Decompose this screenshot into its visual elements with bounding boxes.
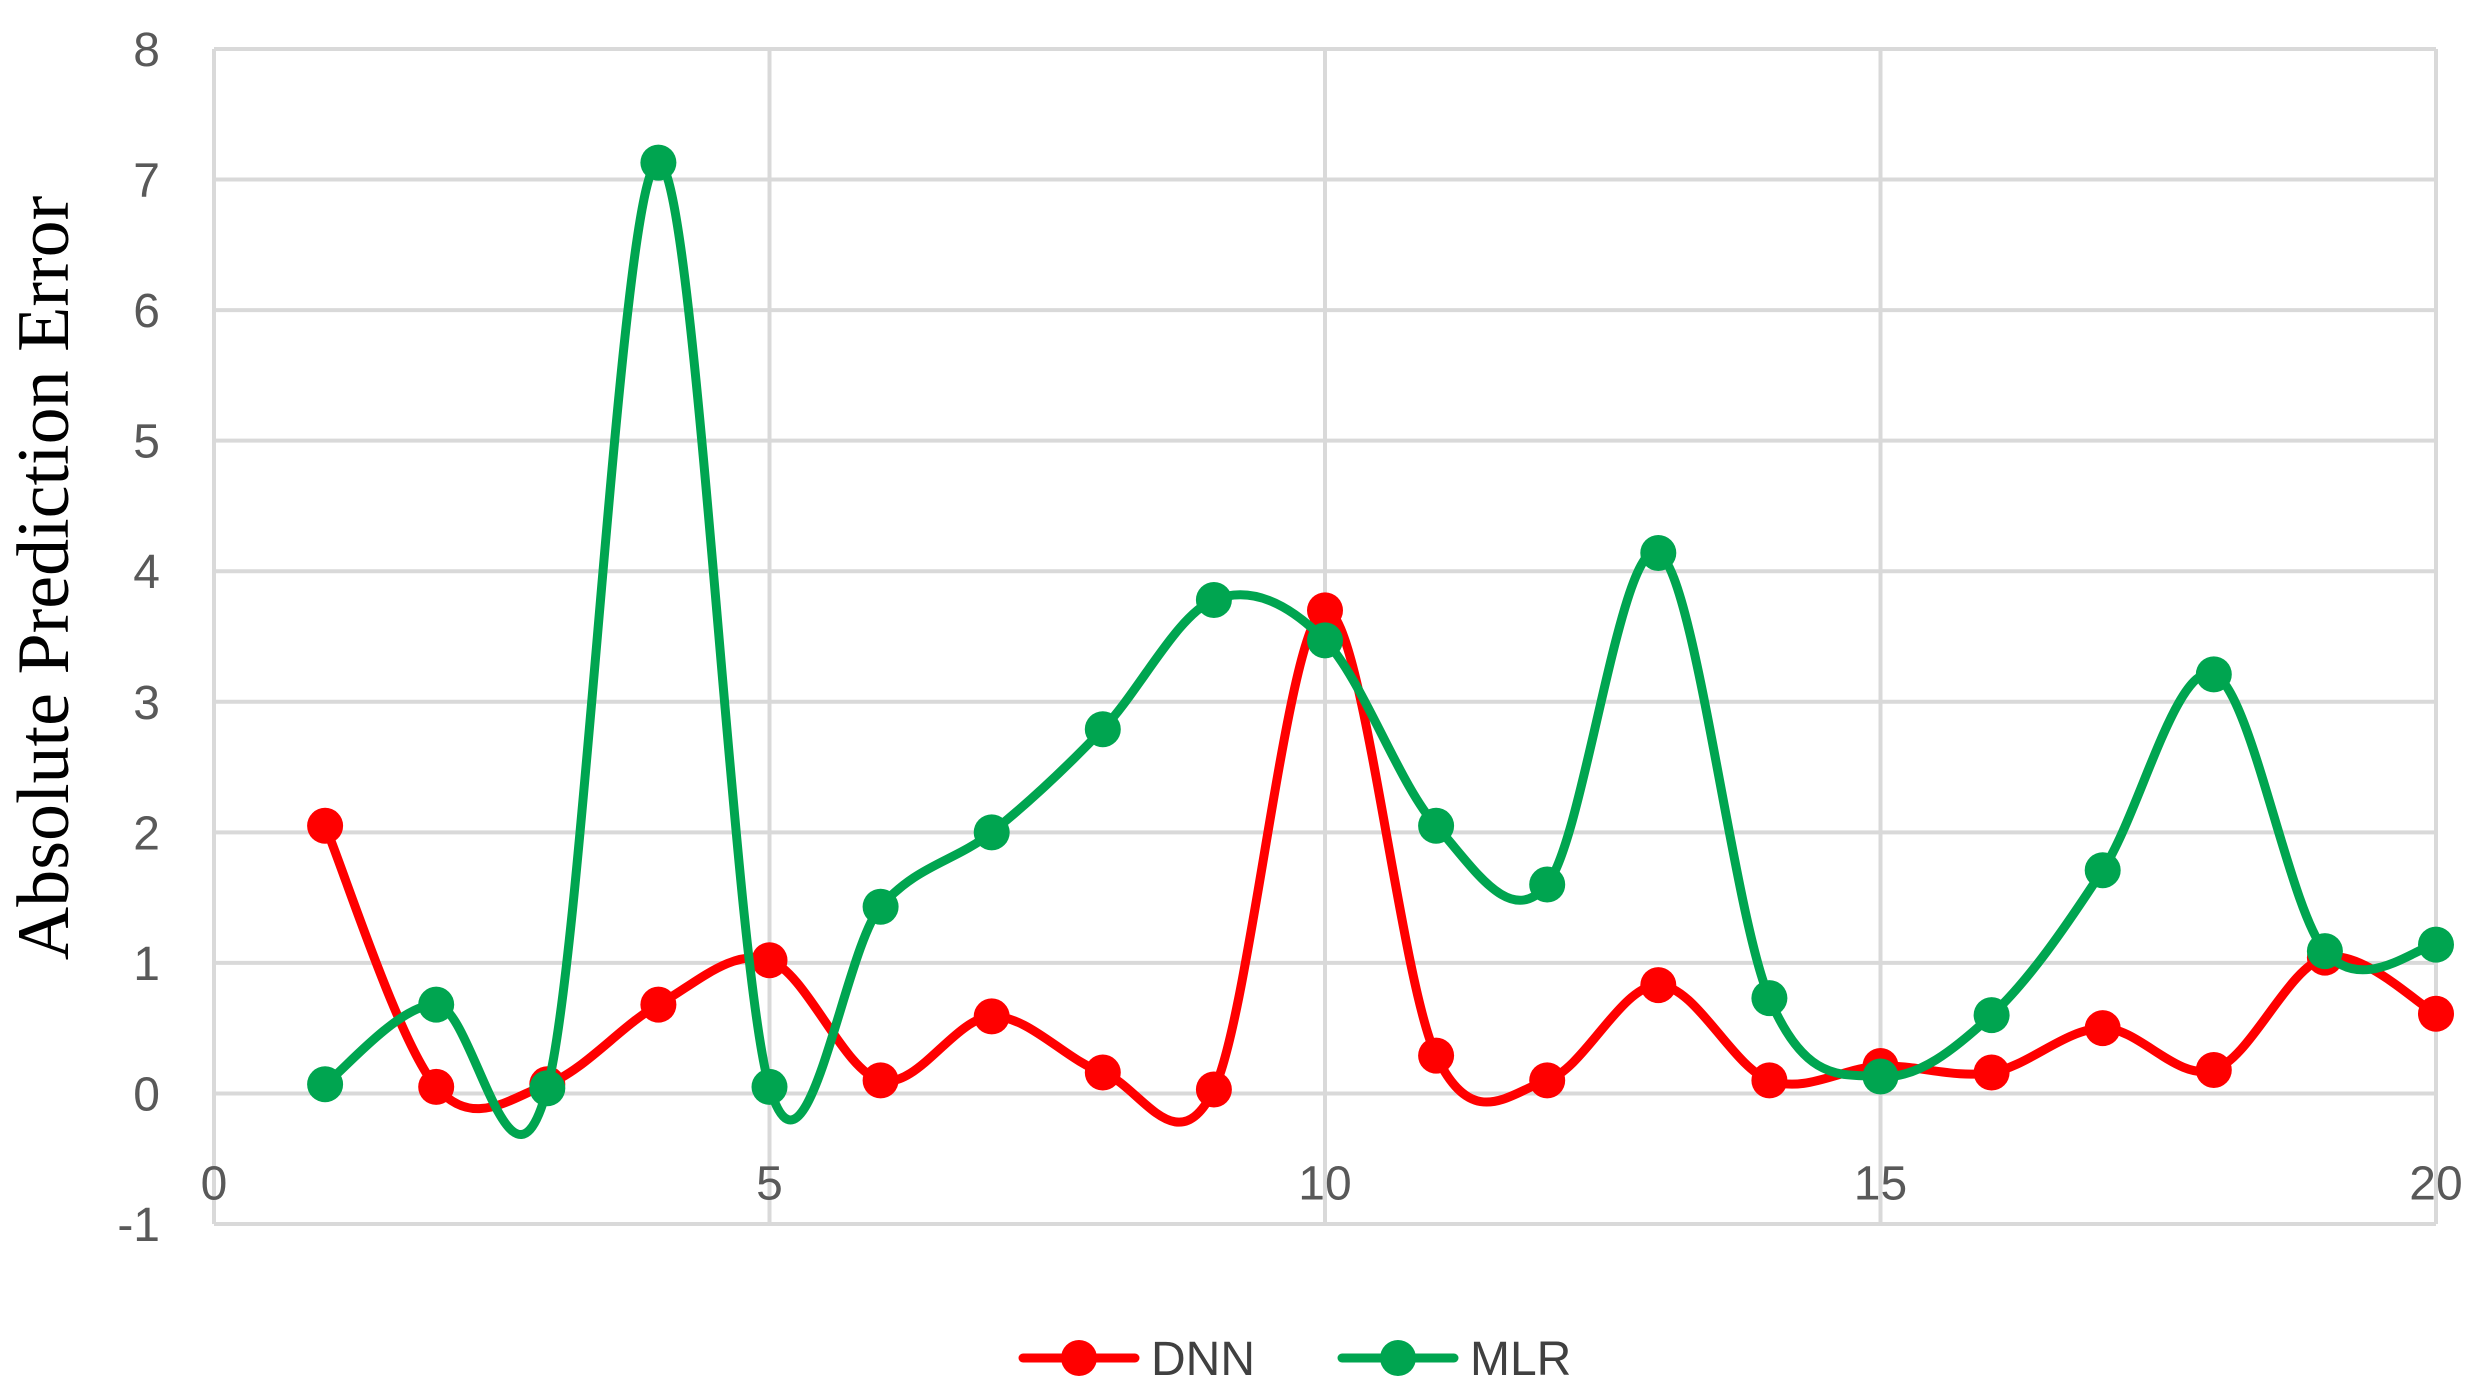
x-tick-label: 0 (201, 1157, 228, 1210)
series-mlr (307, 144, 2454, 1139)
legend-swatch-marker (1061, 1340, 1097, 1376)
data-point-mlr (1195, 581, 1232, 618)
series-dnn (307, 592, 2454, 1127)
data-point-dnn (2418, 995, 2454, 1032)
data-point-mlr (2195, 656, 2232, 693)
y-axis-title: Absolute Prediction Error (3, 196, 85, 961)
data-point-mlr (418, 986, 455, 1023)
y-tick-label: -1 (117, 1199, 160, 1252)
data-point-dnn (1973, 1054, 2010, 1091)
data-point-dnn (1751, 1062, 1788, 1099)
data-point-mlr (2084, 852, 2121, 889)
y-tick-label: 6 (133, 285, 160, 338)
axis-tick-labels: -1 0 1 2 3 4 5 6 7 8 0 5 10 15 20 (117, 24, 2462, 1252)
data-point-mlr (1751, 980, 1788, 1017)
data-point-mlr (2418, 926, 2454, 963)
data-point-dnn (307, 807, 344, 844)
legend: DNN MLR (1018, 1333, 1571, 1386)
data-point-mlr (529, 1070, 566, 1107)
data-point-mlr (640, 144, 677, 181)
data-point-dnn (751, 942, 788, 979)
data-point-dnn (1529, 1062, 1566, 1099)
data-point-mlr (2306, 933, 2343, 970)
legend-label: DNN (1151, 1333, 1255, 1386)
y-tick-label: 8 (133, 24, 160, 77)
data-point-mlr (307, 1066, 344, 1103)
y-tick-label: 3 (133, 677, 160, 730)
data-point-dnn (973, 998, 1010, 1035)
data-point-dnn (862, 1062, 899, 1099)
data-point-mlr (973, 814, 1010, 851)
data-point-dnn (2084, 1010, 2121, 1047)
legend-item-mlr: MLR (1337, 1333, 1571, 1386)
data-point-mlr (862, 888, 899, 925)
legend-swatch-marker (1380, 1340, 1416, 1376)
data-point-mlr (1640, 534, 1677, 571)
data-point-dnn (1307, 592, 1343, 629)
x-tick-label: 10 (1298, 1157, 1351, 1210)
data-point-dnn (418, 1068, 455, 1105)
data-point-dnn (1195, 1071, 1232, 1108)
data-point-dnn (1084, 1054, 1121, 1091)
data-point-mlr (1307, 622, 1343, 659)
y-tick-label: 0 (133, 1068, 160, 1121)
legend-label: MLR (1470, 1333, 1571, 1386)
data-point-dnn (2195, 1051, 2232, 1088)
data-point-mlr (1084, 711, 1121, 748)
x-tick-label: 15 (1854, 1157, 1907, 1210)
data-point-mlr (751, 1068, 788, 1105)
data-point-mlr (1973, 997, 2010, 1034)
data-point-mlr (1418, 807, 1455, 844)
y-tick-label: 1 (133, 938, 160, 991)
y-tick-label: 5 (133, 416, 160, 469)
data-point-mlr (1862, 1058, 1899, 1095)
y-tick-label: 2 (133, 807, 160, 860)
data-point-dnn (1418, 1037, 1455, 1074)
series-line-mlr (320, 158, 2441, 1139)
legend-item-dnn: DNN (1018, 1333, 1255, 1386)
series-lines (307, 144, 2454, 1139)
x-tick-label: 5 (756, 1157, 783, 1210)
data-point-dnn (640, 986, 677, 1023)
x-tick-label: 20 (2409, 1157, 2462, 1210)
data-point-mlr (1529, 866, 1566, 903)
data-point-dnn (1640, 967, 1677, 1004)
y-tick-label: 4 (133, 546, 160, 599)
y-tick-label: 7 (133, 155, 160, 208)
